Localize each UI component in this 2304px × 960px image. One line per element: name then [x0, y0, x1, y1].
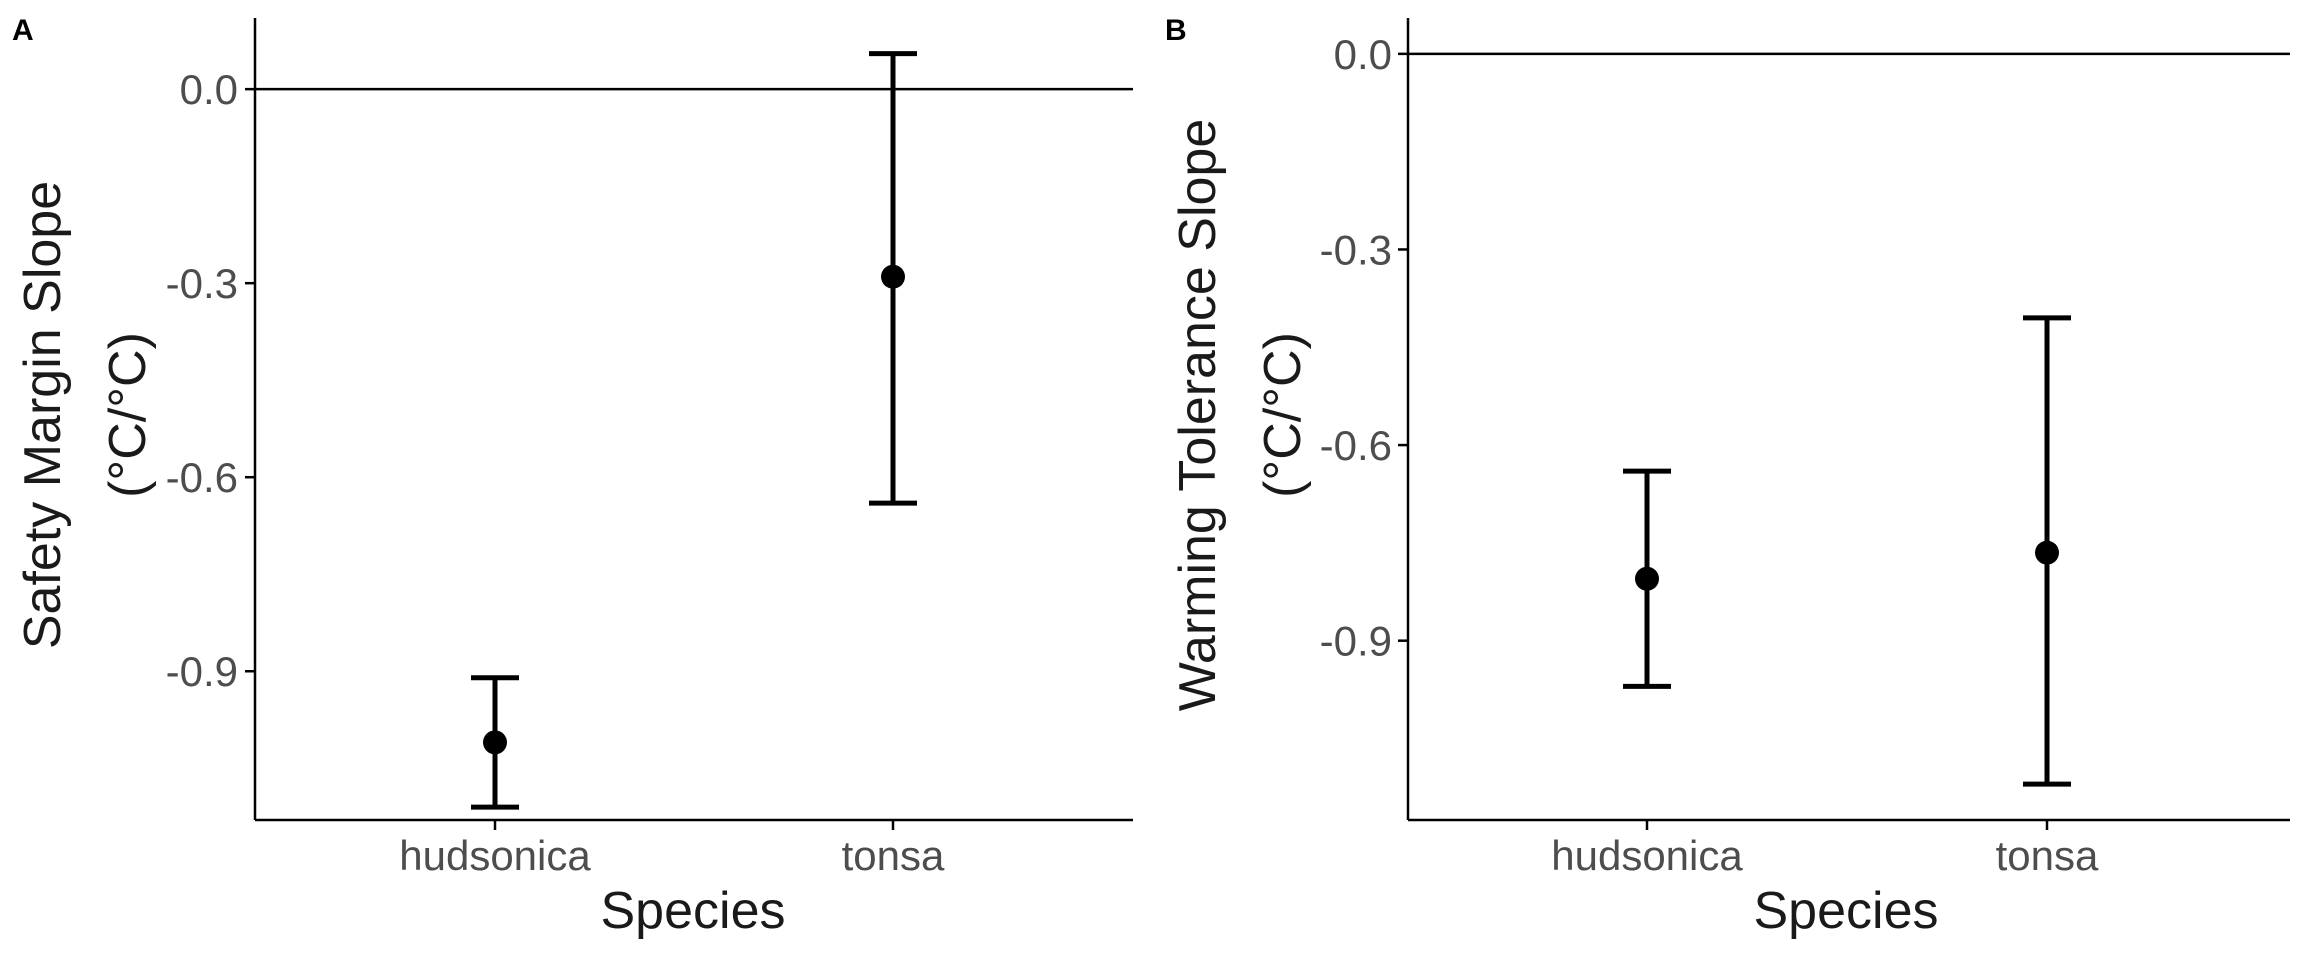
data-point-b-tonsa [2035, 540, 2059, 565]
panel-b: B Warming Tolerance Slope (°C/°C) Specie… [1165, 14, 2290, 940]
y-tick-label-b-1: -0.3 [1320, 226, 1392, 273]
data-point-b-hudsonica [1635, 566, 1659, 591]
y-axis-title-b-line2: (°C/°C) [1254, 332, 1312, 498]
panel-label-a: A [12, 14, 34, 47]
x-axis-title-a: Species [601, 882, 786, 940]
panel-a: A Safety Margin Slope (°C/°C) Species hu… [12, 14, 1133, 940]
y-axis-title-a-line2: (°C/°C) [99, 332, 157, 498]
y-tick-label-a-1: -0.3 [166, 260, 238, 307]
x-tick-label-a-tonsa: tonsa [842, 832, 945, 879]
y-tick-label-b-0: 0.0 [1334, 31, 1392, 78]
data-point-a-hudsonica [483, 730, 507, 755]
y-axis-title-a-line1: Safety Margin Slope [14, 181, 72, 649]
x-tick-label-b-hudsonica: hudsonica [1551, 832, 1743, 879]
y-tick-label-a-0: 0.0 [180, 66, 238, 113]
x-axis-title-b: Species [1754, 882, 1939, 940]
x-tick-label-a-hudsonica: hudsonica [399, 832, 591, 879]
y-tick-label-a-2: -0.6 [166, 454, 238, 501]
y-tick-label-a-3: -0.9 [166, 648, 238, 695]
x-tick-label-b-tonsa: tonsa [1996, 832, 2099, 879]
y-tick-label-b-3: -0.9 [1320, 618, 1392, 665]
y-tick-label-b-2: -0.6 [1320, 422, 1392, 469]
data-point-a-tonsa [881, 264, 905, 289]
y-axis-title-b-line1: Warming Tolerance Slope [1169, 119, 1227, 712]
panel-label-b: B [1165, 14, 1187, 47]
